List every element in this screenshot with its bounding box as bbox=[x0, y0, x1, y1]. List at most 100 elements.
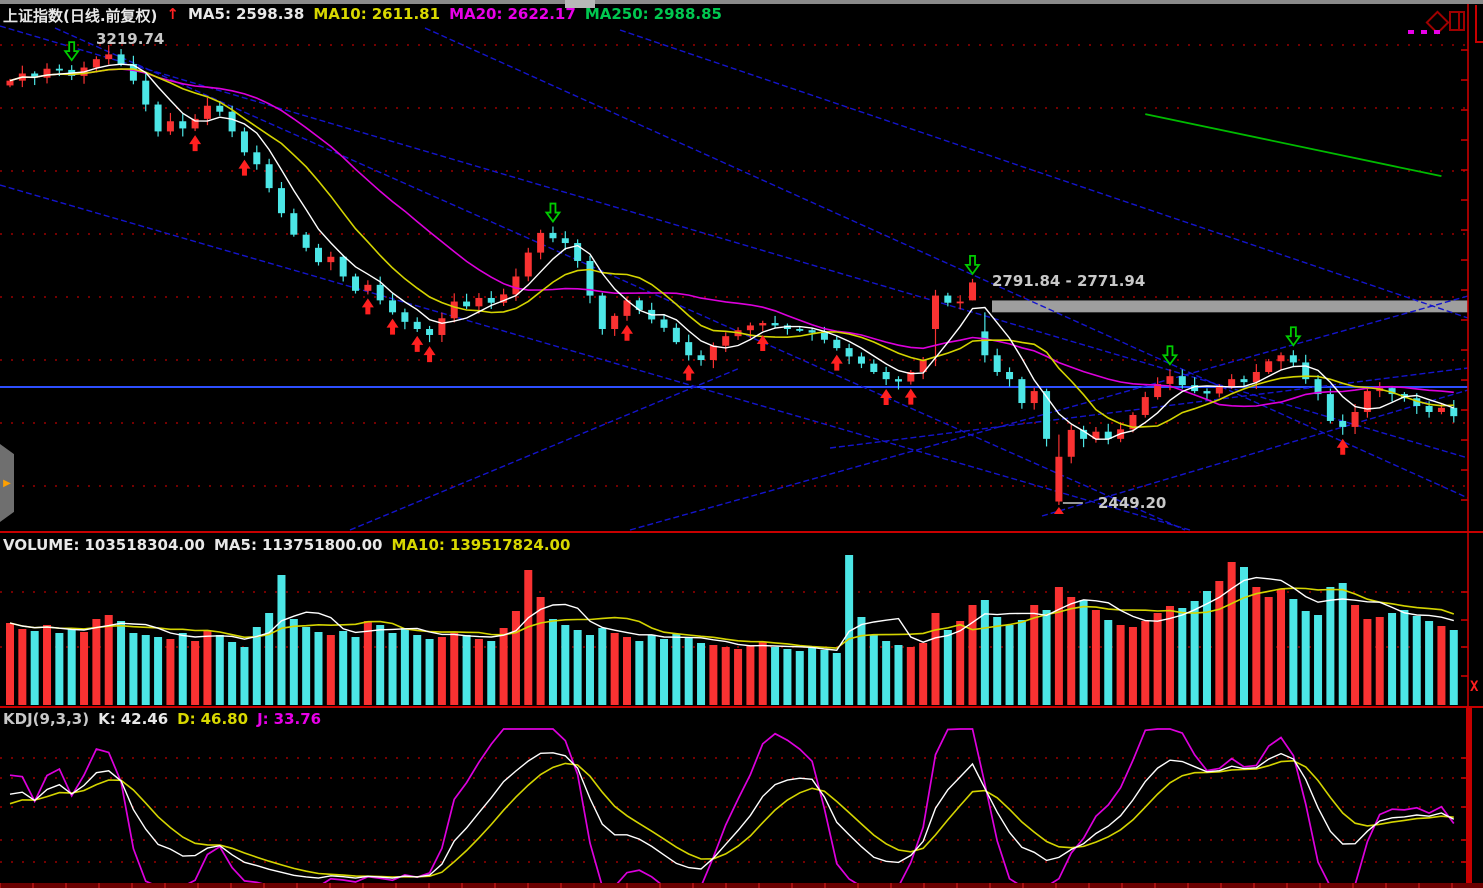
candle[interactable] bbox=[352, 276, 360, 291]
candle[interactable] bbox=[882, 371, 890, 380]
candle[interactable] bbox=[253, 152, 261, 165]
volume-bar[interactable] bbox=[783, 649, 792, 705]
candle[interactable] bbox=[302, 234, 310, 248]
volume-bar[interactable] bbox=[980, 600, 989, 705]
candle[interactable] bbox=[1228, 379, 1236, 387]
candle[interactable] bbox=[1363, 391, 1371, 412]
volume-bar[interactable] bbox=[919, 643, 928, 705]
volume-bar[interactable] bbox=[1128, 627, 1137, 705]
volume-bar[interactable] bbox=[882, 641, 891, 705]
trendline[interactable] bbox=[0, 25, 1469, 459]
candle[interactable] bbox=[426, 329, 434, 335]
volume-bar[interactable] bbox=[1289, 599, 1298, 705]
volume-bar[interactable] bbox=[993, 617, 1002, 705]
candle[interactable] bbox=[191, 118, 199, 129]
candle[interactable] bbox=[129, 63, 137, 81]
volume-bar[interactable] bbox=[1116, 625, 1125, 705]
volume-bar[interactable] bbox=[43, 625, 52, 705]
candle[interactable] bbox=[537, 232, 545, 253]
candle[interactable] bbox=[413, 321, 421, 330]
volume-bar[interactable] bbox=[511, 611, 520, 705]
close-indicator-button[interactable]: X bbox=[1470, 679, 1479, 695]
candle[interactable] bbox=[166, 121, 174, 132]
volume-bar[interactable] bbox=[1375, 617, 1384, 705]
candle[interactable] bbox=[117, 54, 125, 64]
candle[interactable] bbox=[1265, 361, 1273, 372]
volume-bar[interactable] bbox=[314, 632, 323, 705]
volume-bar[interactable] bbox=[1252, 587, 1261, 705]
candle[interactable] bbox=[598, 295, 606, 330]
volume-bar[interactable] bbox=[623, 637, 631, 705]
volume-bar[interactable] bbox=[968, 605, 977, 705]
candle[interactable] bbox=[1413, 398, 1421, 407]
volume-bar[interactable] bbox=[610, 633, 619, 705]
sidebar-expander-tab[interactable]: ▶ bbox=[0, 444, 14, 522]
candle[interactable] bbox=[1141, 397, 1149, 415]
candle[interactable] bbox=[389, 300, 397, 313]
candle[interactable] bbox=[1154, 383, 1162, 398]
volume-bar[interactable] bbox=[956, 621, 965, 705]
volume-bar[interactable] bbox=[1388, 613, 1397, 705]
trendline[interactable] bbox=[424, 27, 1469, 499]
candle[interactable] bbox=[376, 284, 384, 301]
candle[interactable] bbox=[1302, 362, 1310, 380]
volume-bar[interactable] bbox=[573, 630, 582, 705]
candle[interactable] bbox=[1326, 394, 1334, 421]
candle[interactable] bbox=[635, 300, 643, 310]
candle[interactable] bbox=[1351, 411, 1359, 427]
volume-bar[interactable] bbox=[178, 633, 187, 705]
volume-bar[interactable] bbox=[413, 635, 422, 705]
volume-bar[interactable] bbox=[820, 650, 829, 705]
candle[interactable] bbox=[833, 339, 841, 349]
volume-bar[interactable] bbox=[363, 621, 372, 705]
volume-bar[interactable] bbox=[585, 635, 594, 705]
trendline[interactable] bbox=[54, 27, 1186, 531]
volume-bar[interactable] bbox=[154, 637, 163, 705]
volume-bar[interactable] bbox=[376, 625, 385, 705]
volume-bar[interactable] bbox=[1412, 616, 1421, 705]
candle[interactable] bbox=[475, 297, 483, 307]
volume-bar[interactable] bbox=[400, 628, 409, 705]
volume-bar[interactable] bbox=[487, 641, 496, 705]
candle[interactable] bbox=[1092, 431, 1100, 439]
candle[interactable] bbox=[697, 355, 705, 361]
candle[interactable] bbox=[1030, 391, 1038, 404]
candle[interactable] bbox=[771, 323, 779, 326]
volume-bar[interactable] bbox=[1227, 562, 1236, 705]
volume-bar[interactable] bbox=[721, 647, 730, 705]
volume-bar[interactable] bbox=[388, 633, 397, 705]
volume-bar[interactable] bbox=[141, 635, 150, 705]
candle[interactable] bbox=[1240, 379, 1248, 383]
volume-bar[interactable] bbox=[931, 613, 940, 705]
candle[interactable] bbox=[845, 348, 853, 357]
candle[interactable] bbox=[1129, 414, 1137, 430]
candle[interactable] bbox=[894, 379, 902, 382]
candle[interactable] bbox=[1277, 355, 1285, 362]
candle[interactable] bbox=[870, 363, 878, 372]
volume-bar[interactable] bbox=[598, 628, 607, 705]
volume-bar[interactable] bbox=[906, 647, 915, 705]
volume-bar[interactable] bbox=[129, 633, 138, 705]
candle[interactable] bbox=[1252, 371, 1260, 383]
top-strip-notch[interactable] bbox=[565, 0, 595, 8]
candle[interactable] bbox=[623, 300, 631, 316]
candle[interactable] bbox=[401, 312, 409, 322]
candle[interactable] bbox=[1388, 388, 1396, 395]
candle[interactable] bbox=[685, 342, 693, 356]
candle[interactable] bbox=[240, 131, 248, 153]
volume-bar[interactable] bbox=[734, 649, 743, 705]
volume-bar[interactable] bbox=[1277, 589, 1286, 705]
volume-bar[interactable] bbox=[684, 638, 693, 705]
volume-bar[interactable] bbox=[117, 621, 126, 705]
candle[interactable] bbox=[1006, 371, 1014, 380]
candle[interactable] bbox=[944, 295, 952, 303]
candle[interactable] bbox=[709, 345, 717, 361]
candle[interactable] bbox=[315, 247, 322, 263]
volume-bar[interactable] bbox=[1178, 608, 1187, 705]
volume-bar[interactable] bbox=[746, 645, 755, 705]
candle[interactable] bbox=[586, 260, 594, 296]
candle[interactable] bbox=[154, 104, 162, 132]
candle[interactable] bbox=[1314, 379, 1322, 395]
volume-bar[interactable] bbox=[1264, 597, 1273, 705]
candle[interactable] bbox=[1166, 376, 1174, 384]
